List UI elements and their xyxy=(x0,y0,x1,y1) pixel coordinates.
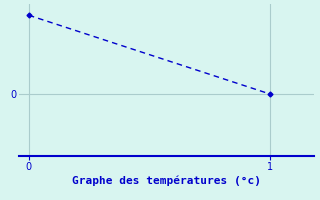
X-axis label: Graphe des températures (°c): Graphe des températures (°c) xyxy=(72,176,261,186)
